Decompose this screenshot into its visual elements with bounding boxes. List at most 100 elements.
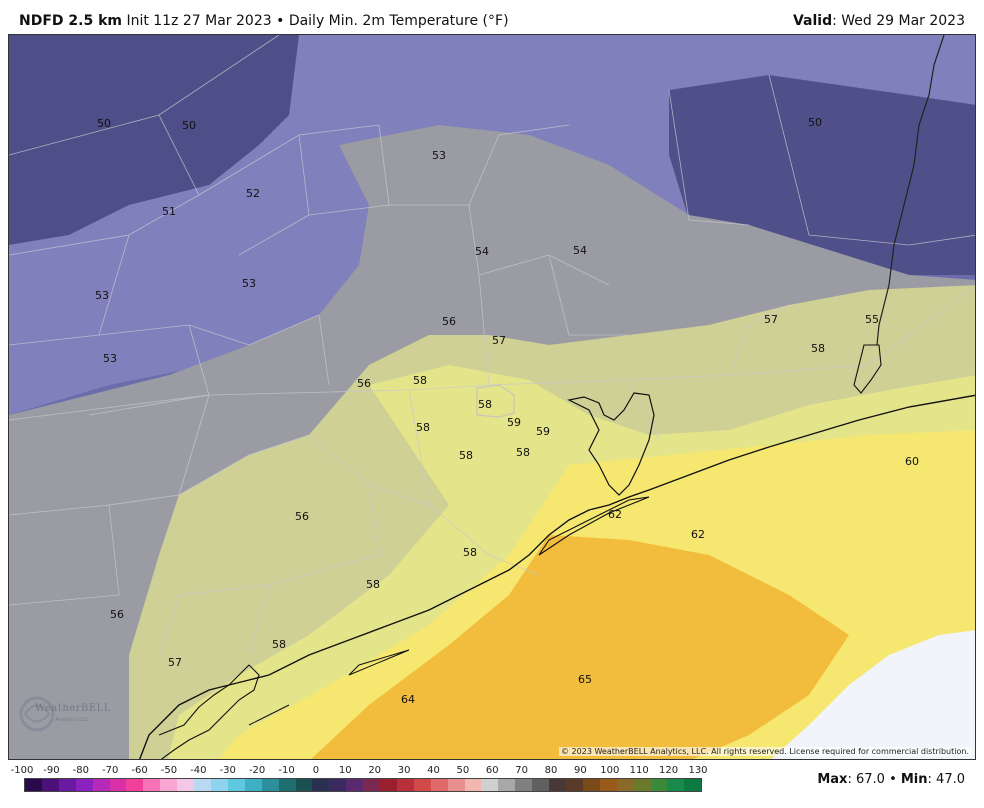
colorbar-swatch <box>227 779 245 791</box>
temperature-labels: 50 50 50 53 52 51 54 54 53 53 56 57 57 55 58 53 56 58 58 59… <box>95 116 919 706</box>
temp-label: 54 <box>573 244 587 257</box>
legend-tick: -40 <box>190 765 207 776</box>
colorbar-swatch <box>363 779 381 791</box>
temp-label: 59 <box>507 416 521 429</box>
orange-region <box>311 535 849 759</box>
logo-text: WeatherBELL <box>35 703 111 714</box>
colorbar-swatch <box>684 779 702 791</box>
temp-label: 58 <box>463 546 477 559</box>
temp-label: 56 <box>357 377 371 390</box>
colorbar-swatch <box>126 779 144 791</box>
legend-tick: 130 <box>688 765 708 776</box>
min-value: 47.0 <box>936 772 965 787</box>
valid-date: Wed 29 Mar 2023 <box>841 13 965 29</box>
map-svg: 50 50 50 53 52 51 54 54 53 53 56 57 57 55 58 53 56 58 58 59… <box>9 35 975 759</box>
colorbar-swatch <box>109 779 127 791</box>
temp-label: 58 <box>416 421 430 434</box>
colorbar-swatch <box>413 779 431 791</box>
colorbar-swatch <box>447 779 465 791</box>
colorbar-swatch <box>464 779 482 791</box>
min-label: Min <box>900 772 928 787</box>
valid-label: Valid <box>792 13 833 29</box>
temp-label: 53 <box>242 277 256 290</box>
copyright-notice: © 2023 WeatherBELL Analytics, LLC. All r… <box>559 747 971 756</box>
temp-label: 58 <box>811 342 825 355</box>
legend-tick: -90 <box>43 765 60 776</box>
temp-label: 56 <box>442 315 456 328</box>
temp-label: 58 <box>413 374 427 387</box>
temp-label: 50 <box>808 116 822 129</box>
legend-tick: 60 <box>485 765 499 776</box>
temp-label: 52 <box>246 187 260 200</box>
model-name: NDFD 2.5 km <box>19 13 122 29</box>
colorbar-swatch <box>616 779 634 791</box>
temp-label: 62 <box>691 528 705 541</box>
colorbar-swatch <box>566 779 583 791</box>
legend-tick: 100 <box>600 765 620 776</box>
temp-label: 53 <box>95 289 109 302</box>
colorbar-swatch <box>92 779 110 791</box>
temp-label: 55 <box>865 313 879 326</box>
temp-label: 54 <box>475 245 489 258</box>
temp-label: 57 <box>764 313 778 326</box>
valid-time: Valid: Wed 29 Mar 2023 <box>792 13 965 29</box>
colorbar <box>24 778 702 792</box>
colorbar-swatch <box>177 779 195 791</box>
temp-label: 65 <box>578 673 592 686</box>
colorbar-swatch <box>244 779 262 791</box>
temp-label: 57 <box>168 656 182 669</box>
temp-label: 58 <box>459 449 473 462</box>
temp-label: 58 <box>516 446 530 459</box>
colorbar-swatch <box>160 779 178 791</box>
legend-tick: 70 <box>515 765 529 776</box>
map-title: NDFD 2.5 km Init 11z 27 Mar 2023 • Daily… <box>19 13 509 29</box>
temp-label: 56 <box>110 608 124 621</box>
temp-label: 58 <box>366 578 380 591</box>
legend-tick: -20 <box>248 765 266 776</box>
colorbar-swatch <box>312 779 330 791</box>
county-lines <box>9 35 975 656</box>
coastline <box>139 394 975 759</box>
weatherbell-logo: WeatherBELL Analytics LLC <box>15 689 110 739</box>
stats-bullet: • <box>889 772 897 787</box>
colorbar-swatch <box>194 779 211 791</box>
temp-label: 57 <box>492 334 506 347</box>
legend-tick: 90 <box>574 765 587 776</box>
legend-tick: -80 <box>72 765 89 776</box>
colorbar-swatch <box>278 779 296 791</box>
colorbar-swatch <box>295 779 313 791</box>
legend-tick: -30 <box>219 765 236 776</box>
colorbar-swatch <box>143 779 161 791</box>
legend-tick: 30 <box>397 765 411 776</box>
legend-tick: 0 <box>312 765 320 776</box>
temp-label: 53 <box>103 352 117 365</box>
temperature-map[interactable]: 50 50 50 53 52 51 54 54 53 53 56 57 57 55 58 53 56 58 58 59… <box>8 34 976 760</box>
colorbar-swatch <box>599 779 617 791</box>
galveston-bay <box>567 392 655 496</box>
legend-tick: -60 <box>131 765 148 776</box>
colorbar-swatch <box>380 779 397 791</box>
state-border <box>876 35 945 346</box>
colorbar-swatch <box>633 779 651 791</box>
legend-tick: 50 <box>456 765 470 776</box>
product-name: Daily Min. 2m Temperature (°F) <box>288 13 509 29</box>
temp-label: 64 <box>401 693 415 706</box>
colorbar-swatch <box>346 779 364 791</box>
legend-tick: 110 <box>629 765 649 776</box>
colorbar-swatch <box>430 779 448 791</box>
colorbar-swatch <box>210 779 228 791</box>
colorbar-swatch <box>329 779 347 791</box>
colorbar-swatch <box>481 779 499 791</box>
matagorda-bay <box>158 664 260 759</box>
colorbar-swatch <box>58 779 76 791</box>
logo-subtext: Analytics LLC <box>55 717 89 723</box>
legend-tick: 80 <box>544 765 558 776</box>
legend-tick: 120 <box>659 765 679 776</box>
colorbar-swatch <box>582 779 600 791</box>
init-time: Init 11z 27 Mar 2023 <box>126 13 272 29</box>
legend-tick: -100 <box>10 765 34 776</box>
coldest-region-nw <box>9 35 339 245</box>
colorbar-swatch <box>25 779 42 791</box>
colorbar-swatch <box>261 779 279 791</box>
temp-label: 56 <box>295 510 309 523</box>
